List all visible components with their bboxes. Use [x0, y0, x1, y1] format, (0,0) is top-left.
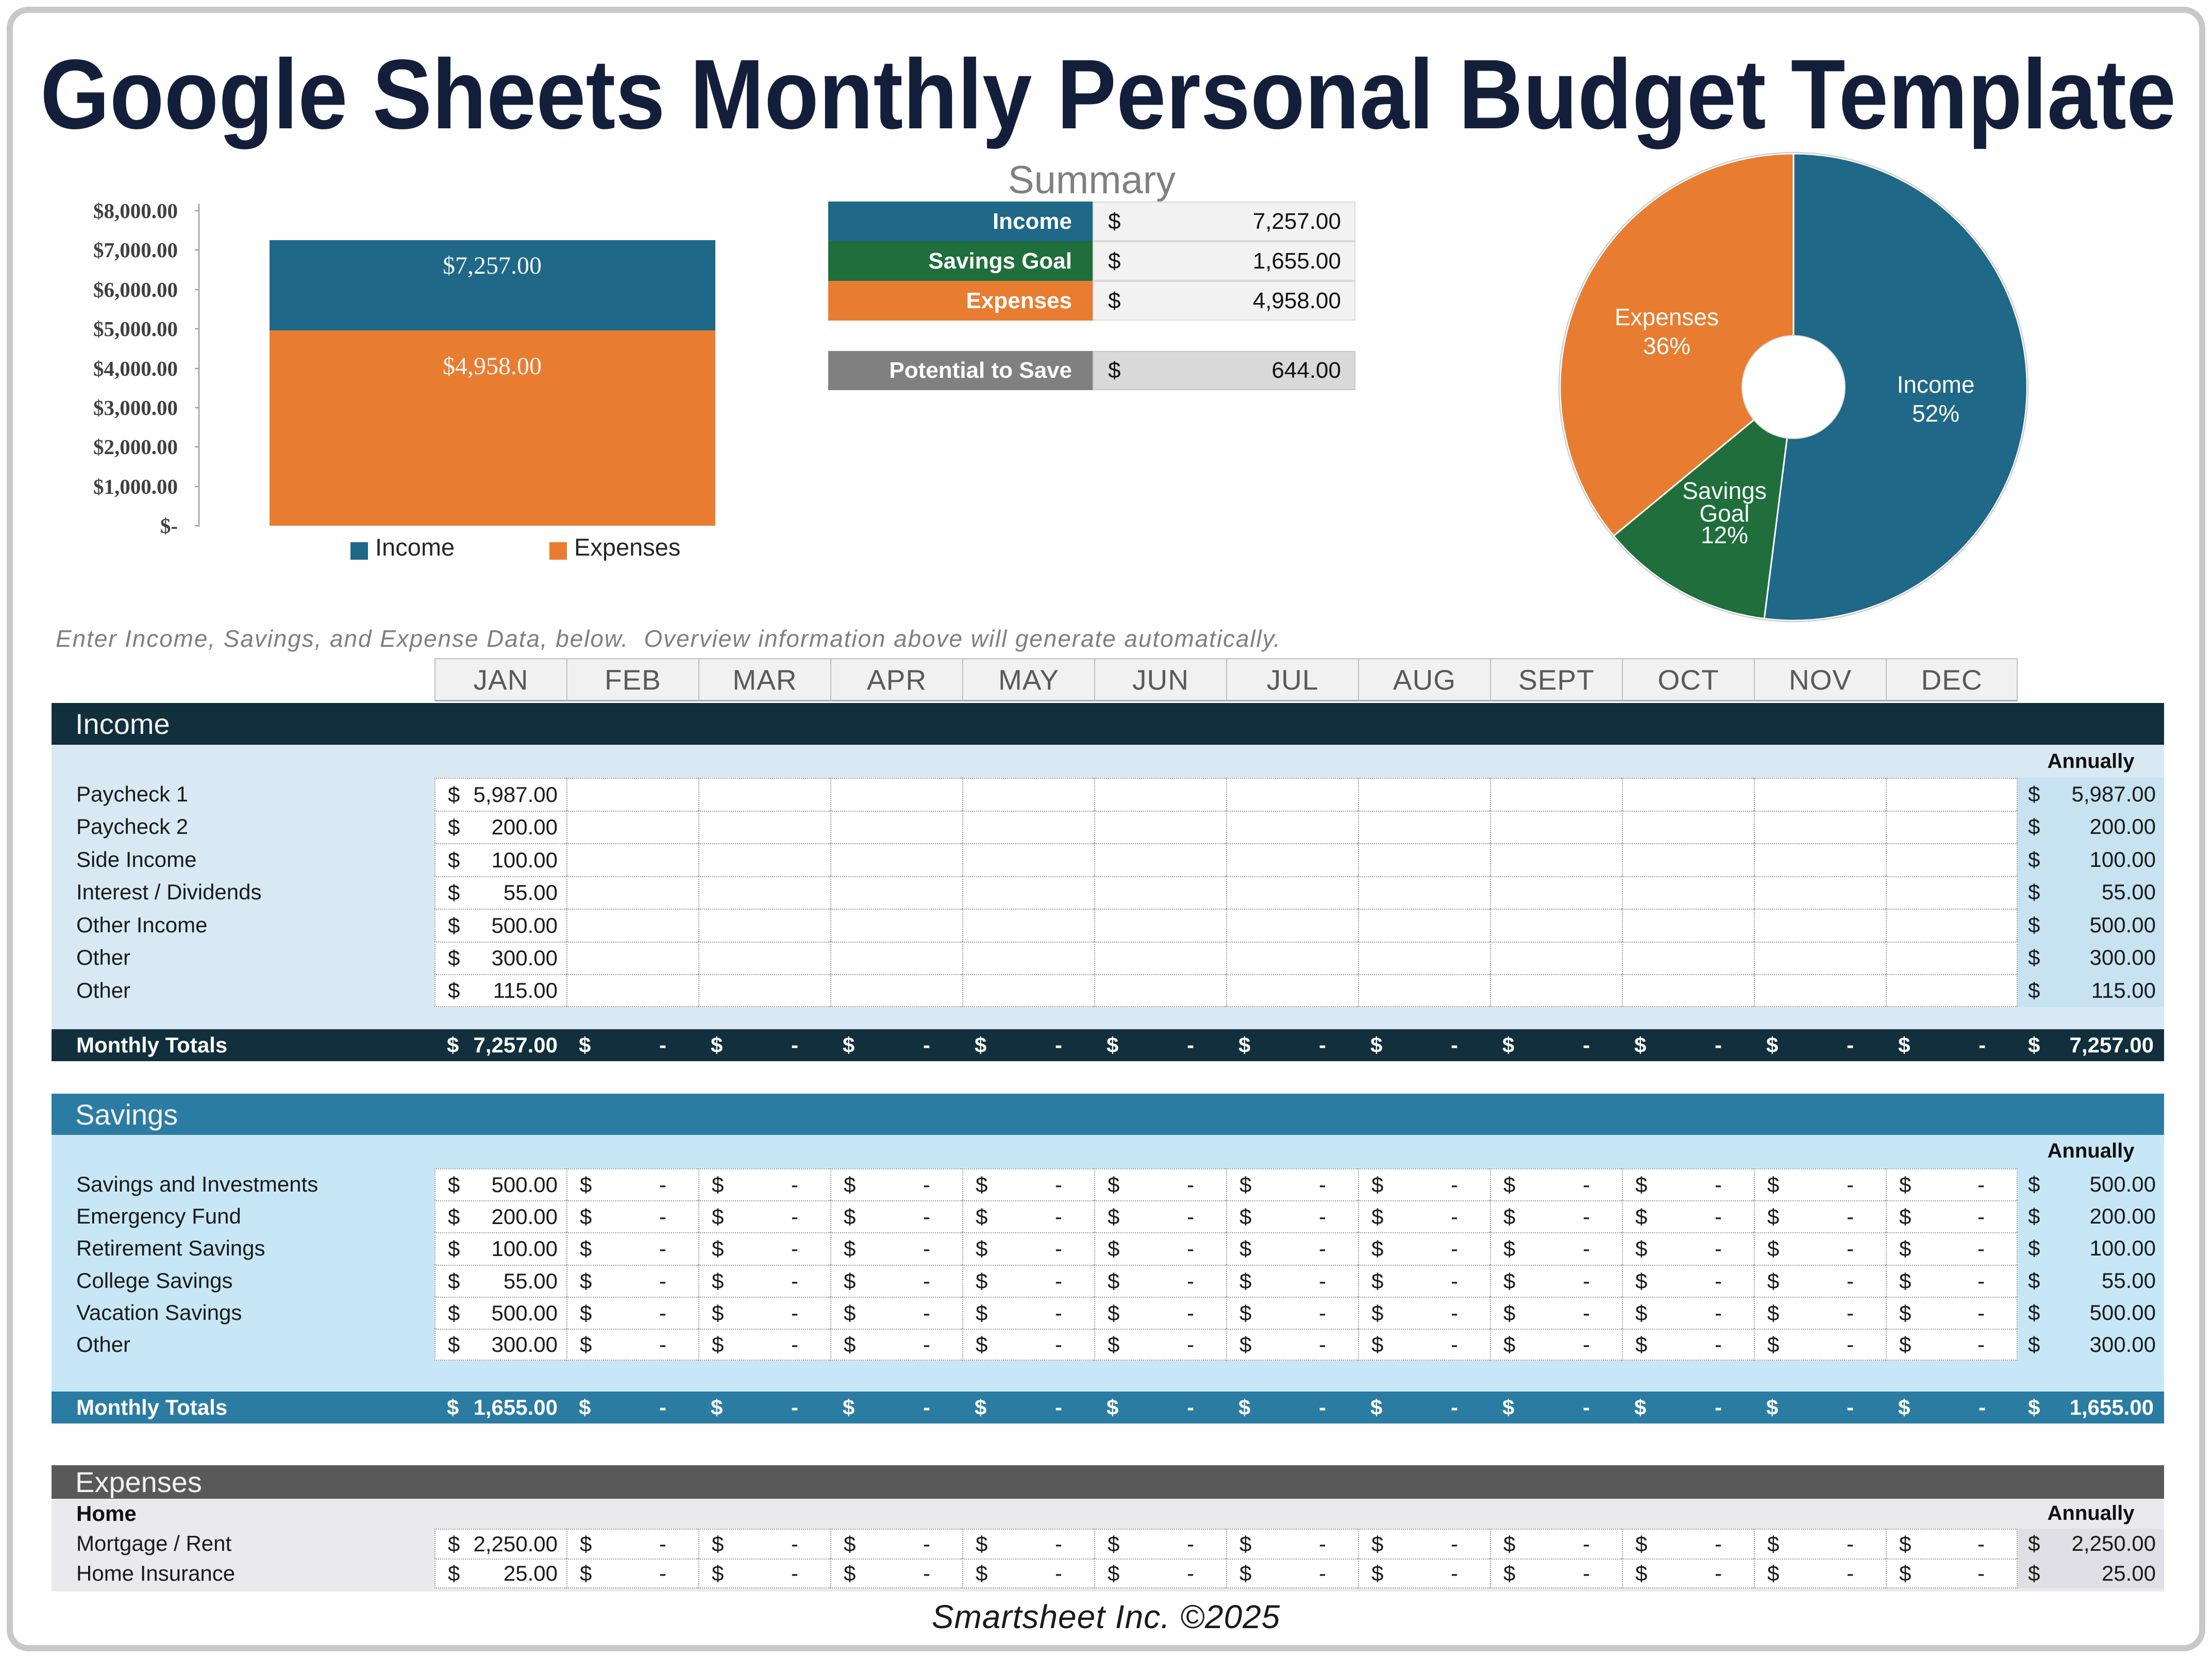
svg-text:$7,000.00: $7,000.00 — [93, 238, 178, 262]
svg-text:$-: $- — [160, 514, 178, 538]
svg-text:Income: Income — [1897, 371, 1975, 398]
svg-text:Expenses: Expenses — [1615, 304, 1719, 330]
svg-text:36%: 36% — [1643, 332, 1690, 359]
svg-text:$7,257.00: $7,257.00 — [443, 252, 542, 279]
svg-text:$4,958.00: $4,958.00 — [443, 353, 542, 380]
svg-text:$5,000.00: $5,000.00 — [93, 317, 178, 341]
svg-text:52%: 52% — [1912, 400, 1959, 427]
svg-text:$8,000.00: $8,000.00 — [93, 199, 178, 223]
svg-text:Goal: Goal — [1699, 500, 1749, 527]
svg-text:$4,000.00: $4,000.00 — [93, 357, 178, 380]
svg-text:Savings: Savings — [1682, 477, 1767, 504]
svg-text:Income: Income — [375, 533, 455, 561]
svg-text:12%: 12% — [1701, 522, 1748, 548]
svg-text:$3,000.00: $3,000.00 — [93, 396, 178, 420]
svg-text:Expenses: Expenses — [574, 533, 680, 561]
svg-text:$2,000.00: $2,000.00 — [93, 435, 178, 459]
svg-text:$6,000.00: $6,000.00 — [93, 278, 178, 302]
svg-text:$1,000.00: $1,000.00 — [93, 475, 178, 498]
